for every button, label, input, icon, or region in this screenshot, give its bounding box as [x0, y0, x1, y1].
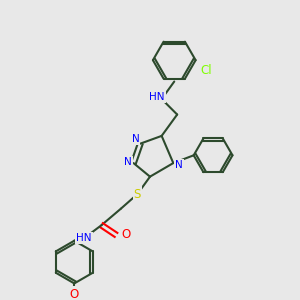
Text: O: O [70, 288, 79, 300]
Text: N: N [132, 134, 139, 144]
Text: O: O [121, 228, 130, 242]
Text: HN: HN [76, 233, 92, 243]
Text: Cl: Cl [200, 64, 212, 77]
Text: N: N [175, 160, 183, 170]
Text: N: N [124, 157, 132, 167]
Text: S: S [134, 188, 141, 201]
Text: HN: HN [149, 92, 164, 102]
